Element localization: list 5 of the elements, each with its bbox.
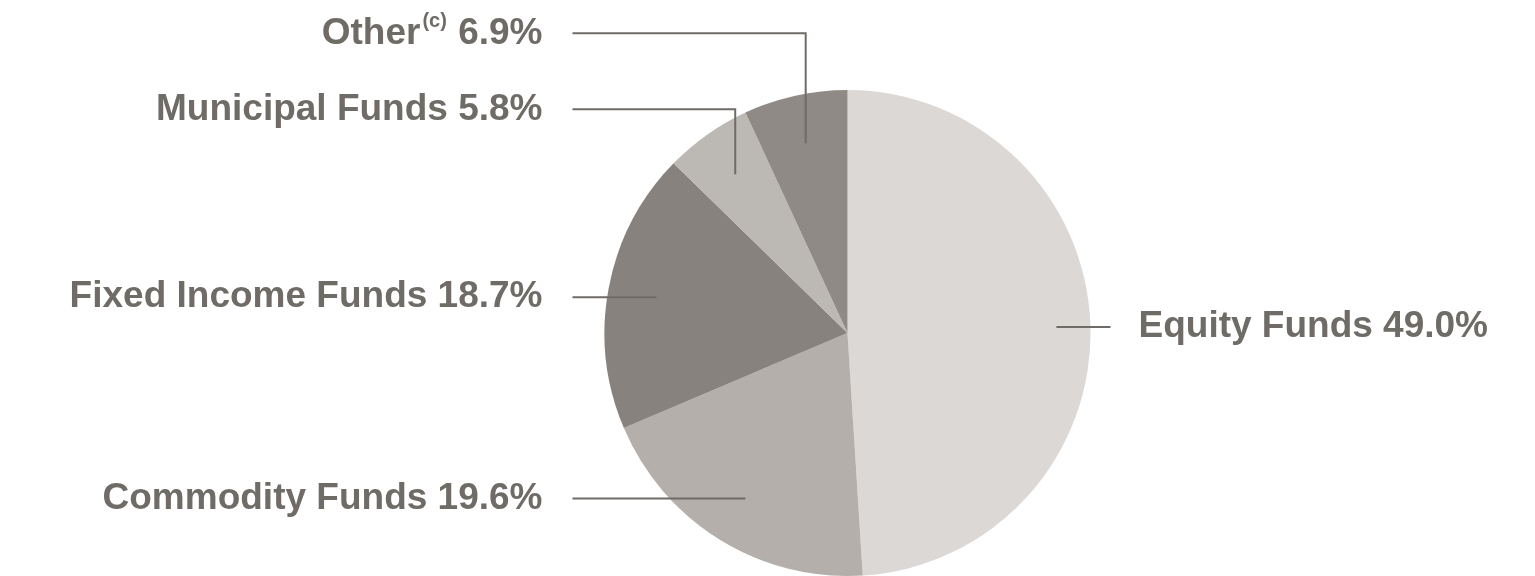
slice-label: Fixed Income Funds 18.7%	[69, 274, 543, 316]
data-label: 6.9%	[447, 10, 543, 52]
slice-label: Commodity Funds 19.6%	[102, 475, 543, 517]
slice-label: Equity Funds 49.0%	[1138, 304, 1489, 346]
slice-label: Municipal Funds 5.8%	[156, 86, 543, 128]
